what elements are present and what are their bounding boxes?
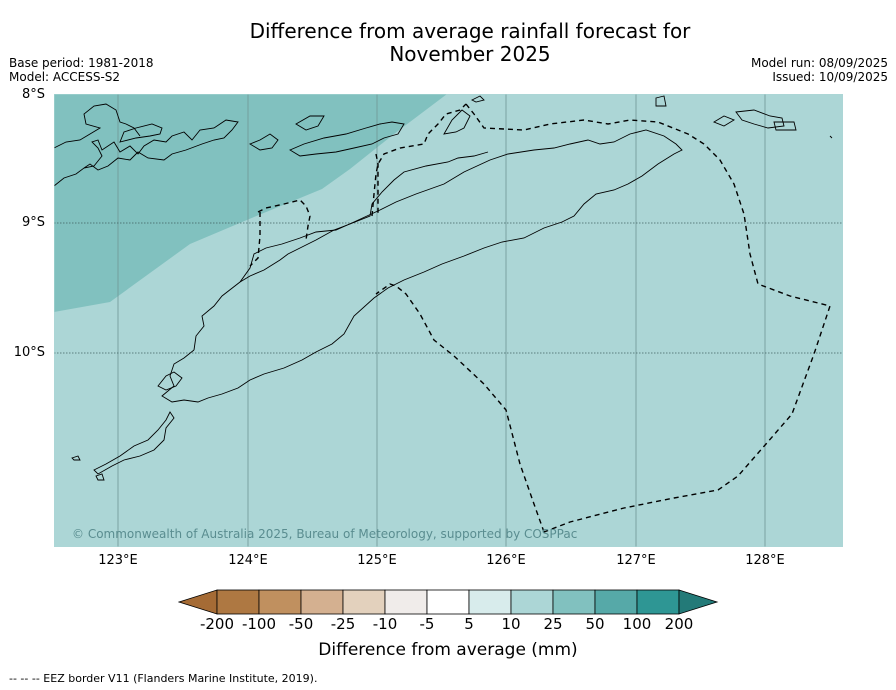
lat-label-8s: 8°S	[21, 87, 45, 102]
colorbar-segment	[636, 589, 680, 615]
colorbar-tick-label: -5	[419, 615, 435, 633]
colorbar-tick-label: -50	[288, 615, 314, 633]
timor-north-interior	[239, 151, 489, 283]
lon-label-125e: 125°E	[357, 553, 397, 568]
latitude-lines	[54, 222, 843, 354]
colorbar-tick-label: 25	[543, 615, 563, 633]
colorbar-segment	[510, 589, 554, 615]
ndao-island	[71, 455, 105, 481]
eez-footnote: -- -- -- EEZ border V11 (Flanders Marine…	[9, 672, 318, 685]
romang-island	[655, 95, 667, 107]
colorbar-tick-label: 100	[622, 615, 652, 633]
colorbar-tick-label: -25	[330, 615, 356, 633]
alor-island	[289, 121, 405, 157]
colorbar-segment	[258, 589, 302, 615]
colorbar	[178, 589, 719, 615]
colorbar-extend-low	[178, 589, 218, 615]
colorbar-segment	[384, 589, 428, 615]
alor-small	[295, 115, 325, 131]
colorbar-extend-high	[678, 589, 719, 615]
eez-line-timor	[249, 103, 831, 533]
wetar-island	[443, 109, 471, 135]
chart-title: Difference from average rainfall forecas…	[200, 20, 740, 66]
lembata-island	[119, 123, 163, 143]
copyright-notice: © Commonwealth of Australia 2025, Bureau…	[72, 527, 577, 541]
flores-north	[54, 103, 141, 149]
lat-label-9s: 9°S	[21, 215, 45, 230]
colorbar-title: Difference from average (mm)	[318, 640, 578, 660]
rote-island	[93, 411, 175, 475]
colorbar-tick-label: 5	[464, 615, 474, 633]
lat-label-10s: 10°S	[13, 345, 45, 360]
issued-date: Issued: 10/09/2025	[772, 70, 888, 84]
title-line-2: November 2025	[389, 42, 551, 66]
lon-label-124e: 124°E	[228, 553, 268, 568]
lon-label-123e: 123°E	[98, 553, 138, 568]
colorbar-tick-label: 10	[501, 615, 521, 633]
land-outlines	[54, 95, 833, 481]
lon-label-127e: 127°E	[616, 553, 656, 568]
lon-label-128e: 128°E	[745, 553, 785, 568]
eez-border	[249, 103, 831, 533]
eez-line-south	[375, 283, 545, 533]
lon-label-126e: 126°E	[486, 553, 526, 568]
colorbar-segment	[468, 589, 512, 615]
model-name: Model: ACCESS-S2	[9, 70, 121, 84]
colorbar-tick-label: 200	[664, 615, 694, 633]
base-period: Base period: 1981-2018	[9, 56, 154, 70]
timor-coast	[161, 129, 683, 403]
damar-islands	[712, 109, 833, 139]
rainfall-map: © Commonwealth of Australia 2025, Bureau…	[54, 94, 843, 547]
colorbar-segments	[178, 589, 719, 615]
pantar-island	[248, 133, 279, 151]
title-line-1: Difference from average rainfall forecas…	[249, 19, 691, 43]
eez-line-northeast	[371, 103, 467, 217]
colorbar-segment	[300, 589, 344, 615]
colorbar-segment	[342, 589, 386, 615]
colorbar-segment	[426, 589, 470, 615]
meta-right: Model run: 08/09/2025 Issued: 10/09/2025	[751, 56, 888, 84]
flores-coast	[54, 119, 239, 187]
meta-left: Base period: 1981-2018 Model: ACCESS-S2	[9, 56, 154, 84]
colorbar-tick-label: -200	[199, 615, 235, 633]
wetar-tip	[470, 95, 485, 103]
colorbar-segment	[594, 589, 638, 615]
colorbar-segment	[552, 589, 596, 615]
colorbar-tick-label: -100	[241, 615, 277, 633]
eez-line-north	[257, 199, 311, 241]
medium-anomaly-area	[54, 94, 447, 312]
colorbar-tick-label: -10	[372, 615, 398, 633]
model-run: Model run: 08/09/2025	[750, 56, 888, 70]
semau-island	[157, 371, 183, 391]
colorbar-segment	[216, 589, 260, 615]
colorbar-tick-label: 50	[585, 615, 605, 633]
